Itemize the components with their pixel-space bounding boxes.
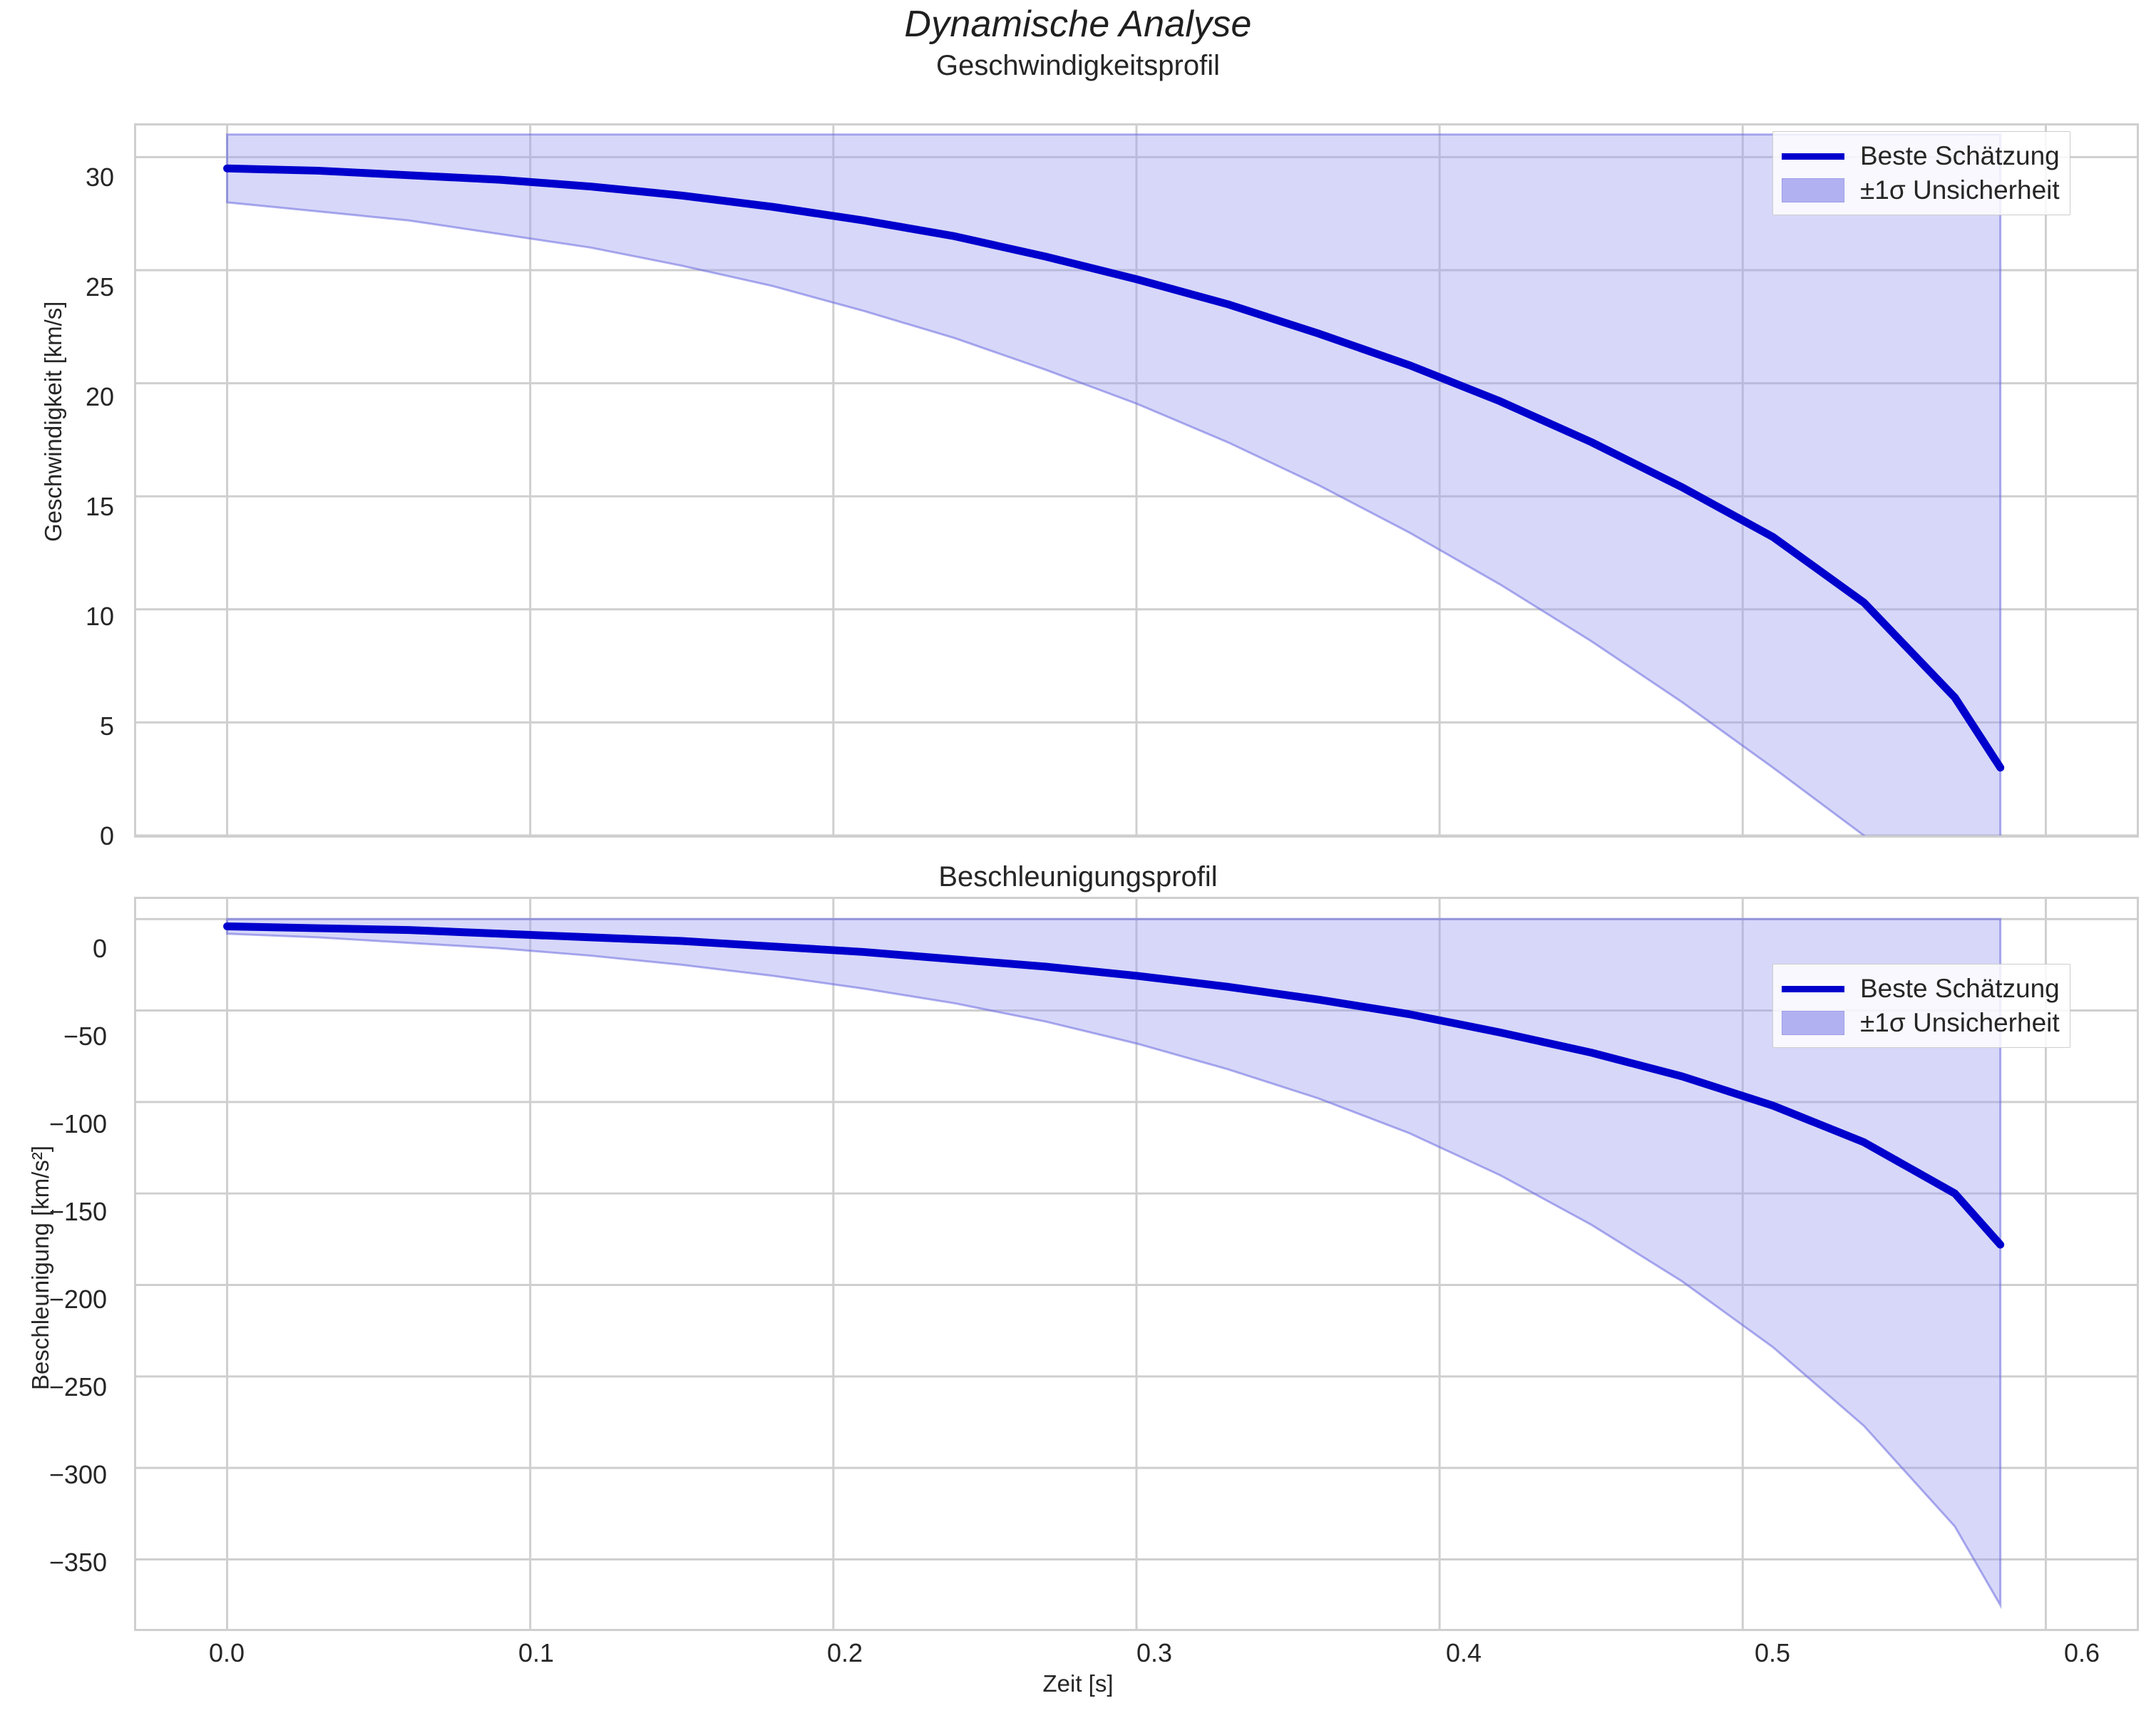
velocity-ytick: 25 [85, 272, 114, 302]
acceleration-y-axis-label: Beschleunigung [km/s²] [27, 1145, 53, 1390]
acceleration-plot-area [134, 897, 2139, 1631]
legend-row-line: Beste Schätzung [1782, 139, 2060, 173]
legend-label-band: ±1σ Unsicherheit [1860, 175, 2060, 205]
velocity-subplot-title: Geschwindigkeitsprofil [936, 50, 1220, 81]
velocity-plot-area [134, 123, 2139, 838]
velocity-ytick: 20 [85, 382, 114, 411]
velocity-ytick: 5 [99, 711, 114, 741]
velocity-ytick: 30 [85, 163, 114, 192]
legend-label-band: ±1σ Unsicherheit [1860, 1008, 2060, 1037]
acceleration-ytick: −50 [63, 1022, 107, 1051]
legend-row-line: Beste Schätzung [1782, 972, 2060, 1006]
figure-suptitle: Dynamische Analyse [904, 4, 1252, 45]
legend-band-swatch [1782, 1011, 1844, 1035]
acceleration-ytick: −100 [48, 1109, 107, 1138]
velocity-plot-svg [136, 125, 2137, 835]
acceleration-ytick: −200 [48, 1285, 107, 1314]
x-axis-label: Zeit [s] [1042, 1670, 1114, 1697]
legend-line-swatch [1782, 153, 1844, 160]
acceleration-ytick: −300 [48, 1460, 107, 1489]
xtick: 0.6 [2063, 1638, 2100, 1667]
legend-line-swatch [1782, 985, 1844, 992]
xtick: 0.2 [826, 1638, 863, 1667]
velocity-ytick: 15 [85, 492, 114, 521]
acceleration-subplot-title: Beschleunigungsprofil [938, 861, 1218, 893]
acceleration-ytick: 0 [92, 934, 107, 963]
velocity-ytick: 10 [85, 602, 114, 631]
xtick: 0.1 [518, 1638, 555, 1667]
acceleration-legend: Beste Schätzung ±1σ Unsicherheit [1772, 964, 2070, 1048]
acceleration-ytick: −150 [48, 1197, 107, 1226]
acceleration-ytick: −350 [48, 1548, 107, 1577]
xtick: 0.4 [1445, 1638, 1482, 1667]
velocity-ytick: 0 [99, 821, 114, 850]
xtick: 0.5 [1754, 1638, 1791, 1667]
legend-row-band: ±1σ Unsicherheit [1782, 1006, 2060, 1040]
xtick: 0.0 [208, 1638, 245, 1667]
acceleration-ytick: −250 [48, 1372, 107, 1402]
xtick: 0.3 [1136, 1638, 1173, 1667]
legend-band-swatch [1782, 178, 1844, 202]
velocity-legend: Beste Schätzung ±1σ Unsicherheit [1772, 131, 2070, 215]
legend-label-line: Beste Schätzung [1860, 141, 2060, 170]
legend-row-band: ±1σ Unsicherheit [1782, 173, 2060, 207]
legend-label-line: Beste Schätzung [1860, 974, 2060, 1003]
